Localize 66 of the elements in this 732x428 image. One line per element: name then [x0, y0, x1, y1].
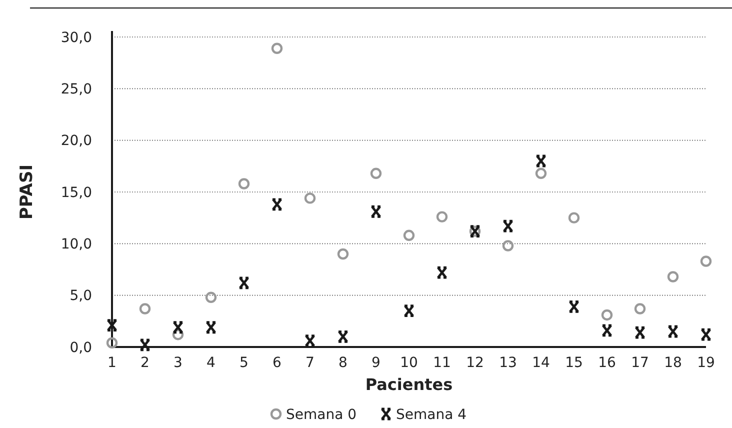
x-tick-label: 9: [372, 355, 380, 371]
x-tick-label: 12: [466, 355, 484, 371]
point: [337, 248, 349, 260]
point: [436, 211, 448, 222]
y-tick-label: 0,0: [70, 340, 92, 356]
point: [304, 334, 316, 347]
point: [403, 230, 415, 241]
point: [634, 303, 646, 314]
point: [700, 256, 712, 267]
point: [601, 309, 613, 321]
point: [568, 300, 580, 313]
x-tick-label: 6: [272, 355, 282, 371]
point: [370, 168, 382, 179]
point: [667, 325, 679, 338]
x-tick-label: 19: [697, 355, 715, 371]
point: [337, 330, 349, 343]
point: [271, 42, 283, 54]
point: [634, 326, 646, 339]
x-tick-label: 7: [306, 355, 314, 371]
point: [139, 303, 151, 314]
point: [535, 168, 547, 179]
x-tick-label: 16: [598, 355, 616, 371]
x-tick-label: 10: [400, 355, 418, 371]
point: [502, 240, 514, 252]
point: [106, 337, 118, 348]
x-tick-label: 13: [499, 355, 517, 371]
point: [238, 178, 250, 190]
y-axis-title: PPASI: [17, 164, 37, 220]
point: [205, 292, 217, 303]
y-tick-label: 25,0: [60, 82, 92, 98]
x-tick-label: 17: [631, 355, 649, 371]
x-tick-label: 14: [532, 355, 550, 371]
y-tick-label: 5,0: [70, 288, 92, 304]
point: [436, 266, 448, 279]
point: [205, 321, 217, 334]
y-tick-label: 15,0: [60, 184, 92, 201]
x-axis-title: Pacientes: [365, 375, 453, 394]
point: [700, 328, 712, 341]
point: [568, 212, 580, 224]
x-tick-label: 15: [565, 355, 583, 371]
point: [370, 205, 382, 218]
x-tick-label: 11: [433, 355, 451, 371]
x-tick-label: 3: [174, 355, 182, 371]
point: [403, 304, 415, 318]
y-tick-label: 30,0: [60, 30, 92, 46]
point: [667, 271, 679, 282]
point: [601, 324, 613, 337]
x-tick-label: 8: [338, 355, 348, 371]
point: [502, 220, 514, 232]
point: [172, 329, 184, 340]
point: [304, 192, 316, 204]
point: [172, 321, 184, 334]
point: [106, 319, 118, 332]
x-tick-label: 5: [240, 355, 248, 371]
x-tick-label: 1: [108, 355, 116, 371]
point: [271, 198, 283, 211]
point: [238, 276, 250, 290]
point: [139, 338, 151, 352]
y-tick-label: 10,0: [60, 236, 92, 253]
legend-label: Semana 4: [396, 406, 467, 423]
x-tick-label: 18: [664, 355, 682, 371]
x-tick-label: 4: [206, 355, 216, 371]
legend-label: Semana 0: [286, 406, 357, 423]
y-tick-label: 20,0: [60, 133, 92, 150]
x-tick-label: 2: [140, 355, 150, 371]
point: [535, 154, 547, 168]
